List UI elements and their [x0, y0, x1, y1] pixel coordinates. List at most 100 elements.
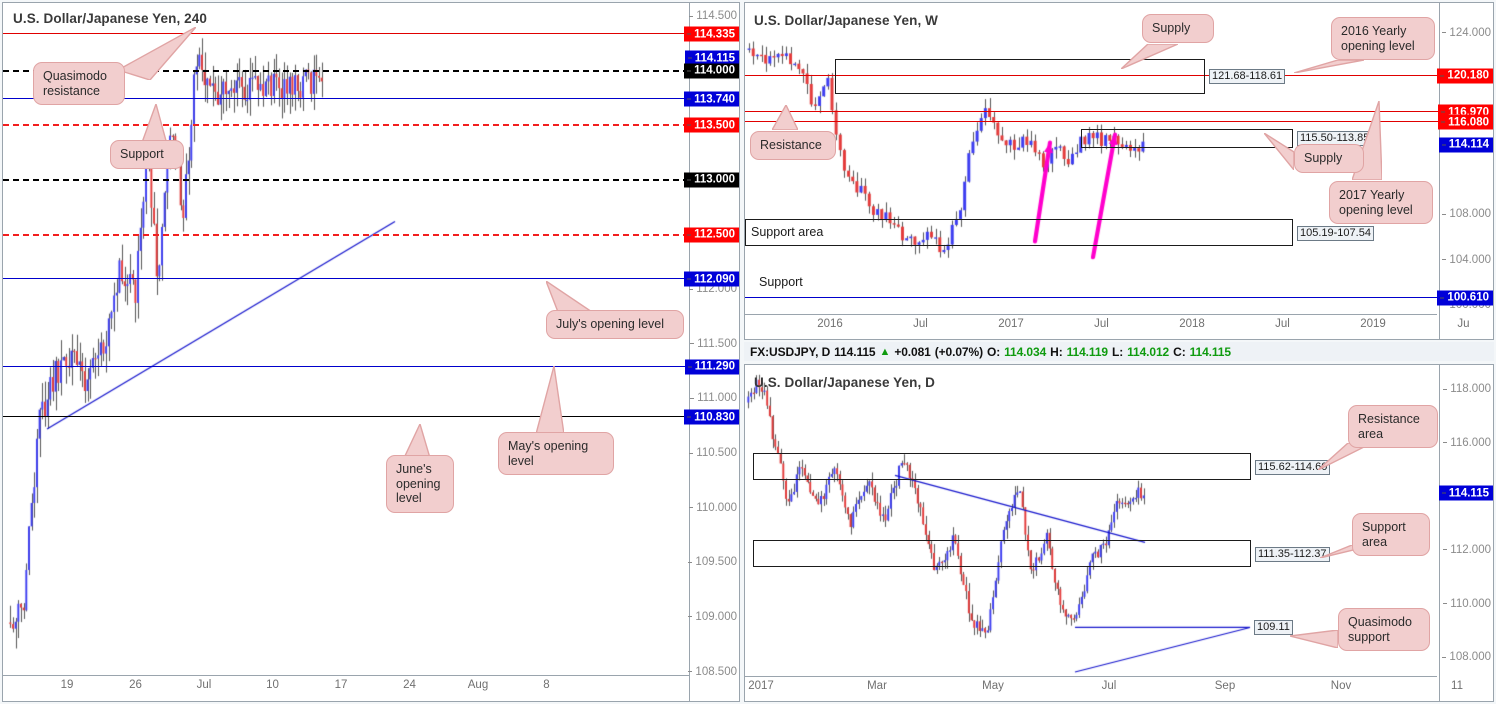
daily-xtick-2017: 2017 [748, 680, 774, 692]
weekly-plot-area[interactable]: 121.68-118.61 115.50-113.85 105.19-107.54 S… [745, 3, 1493, 339]
h4-price-label-114.115[interactable]: 114.115 [684, 50, 739, 66]
callout-pointer [404, 424, 430, 458]
daily-chart-title: U.S. Dollar/Japanese Yen, D [754, 375, 936, 390]
status-close-label: C: [1173, 344, 1186, 359]
daily-zone-111.35-112.37 [753, 540, 1251, 568]
weekly-callout-supply: Supply [1142, 14, 1214, 43]
weekly-zone-105.19-107.54 [745, 219, 1293, 246]
daily-xtick-Mar: Mar [867, 680, 887, 692]
daily-ytick-110.000: 110.000 [1443, 598, 1491, 610]
daily-price-label-114.115[interactable]: 114.115 [1438, 485, 1493, 501]
h4-chart-title: U.S. Dollar/Japanese Yen, 240 [13, 11, 208, 26]
weekly-xtick-2019: 2019 [1360, 318, 1386, 330]
daily-callout-resistance: Resistance area [1348, 405, 1438, 448]
h4-level-113.000 [3, 178, 689, 181]
quote-status-bar: FX:USDJPY, D 114.115 ▲ +0.081 (+0.07%) O… [744, 342, 1494, 361]
chart-panel-h4[interactable]: U.S. Dollar/Japanese Yen, 240 114.500 112… [2, 2, 740, 702]
h4-price-label-113.500[interactable]: 113.500 [684, 117, 739, 133]
weekly-zone-tag-121.68-118.61: 121.68-118.61 [1209, 69, 1286, 85]
daily-plot-area[interactable]: 115.62-114.60 111.35-112.37 109.11 U.S. Do… [745, 365, 1493, 701]
weekly-price-label-116.080[interactable]: 116.080 [1438, 114, 1493, 130]
weekly-xtick-2016: 2016 [817, 318, 843, 330]
h4-callout-july-s-opening-level: July's opening level [546, 310, 684, 339]
h4-callout-support: Support [110, 140, 184, 169]
h4-level-111.290 [3, 365, 689, 367]
daily-xtick-11: 11 [1451, 680, 1463, 692]
h4-price-label-111.290[interactable]: 111.290 [684, 359, 739, 375]
weekly-ytick-124.000: 124.000 [1442, 27, 1491, 39]
weekly-callout-2016-yearly: 2016 Yearly opening level [1331, 17, 1435, 60]
callout-pointer [546, 281, 592, 312]
weekly-support-text: Support [759, 275, 803, 290]
up-triangle-icon: ▲ [879, 345, 891, 358]
h4-ytick-110.000: 110.000 [689, 502, 737, 514]
h4-ytick-111.500: 111.500 [690, 338, 737, 350]
callout-pointer [536, 366, 564, 434]
weekly-level-116.970 [745, 111, 1439, 113]
weekly-zone-tag-105.19-107.54: 105.19-107.54 [1297, 225, 1374, 241]
weekly-price-axis[interactable]: 124.000108.000104.000100.000120.180116.9… [1437, 3, 1493, 339]
h4-level-110.830 [3, 416, 689, 417]
weekly-callout-2017-yearly: 2017 Yearly opening level [1329, 181, 1433, 224]
h4-ytick-111.000: 111.000 [690, 392, 737, 404]
h4-xtick-26: 26 [129, 679, 142, 691]
h4-ytick-114.500: 114.500 [689, 10, 737, 22]
daily-callout-support: Support area [1352, 513, 1430, 556]
daily-time-axis[interactable]: 2017 Mar May Jul Sep Nov 11 [745, 676, 1463, 701]
h4-xtick-19: 19 [60, 679, 74, 691]
weekly-xtick-Jul: Jul [1275, 318, 1290, 330]
daily-ytick-112.000: 112.000 [1443, 544, 1491, 556]
weekly-ytick-108.000: 108.000 [1442, 208, 1491, 220]
callout-pointer [1290, 630, 1338, 648]
h4-plot-area[interactable]: U.S. Dollar/Japanese Yen, 240 [3, 3, 739, 701]
weekly-time-axis[interactable]: 2016 Jul 2017 Jul 2018 Jul 2019 Ju [745, 314, 1470, 339]
status-open-value: 114.034 [1004, 344, 1047, 359]
daily-ytick-116.000: 116.000 [1443, 437, 1491, 449]
h4-price-label-112.500[interactable]: 112.500 [684, 227, 739, 243]
weekly-level-116.080 [745, 121, 1439, 123]
status-last: 114.115 [834, 344, 876, 359]
weekly-zone-121.68-118.61 [835, 58, 1205, 94]
weekly-zone-115.50-113.85 [1081, 128, 1293, 148]
weekly-xtick-Jul: Jul [913, 318, 928, 330]
h4-price-label-114.000[interactable]: 114.000 [684, 63, 739, 79]
weekly-callout-supply: Supply [1294, 144, 1364, 173]
h4-xtick-10: 10 [266, 679, 279, 691]
daily-zone-115.62-114.60 [753, 452, 1251, 481]
daily-xtick-Nov: Nov [1330, 680, 1352, 692]
weekly-xtick-Jul: Jul [1094, 318, 1109, 330]
weekly-xtick-2018: 2018 [1179, 318, 1205, 330]
h4-price-axis[interactable]: 114.500 112.000 111.500 111.000 110.500 110.0… [684, 3, 739, 701]
h4-xtick-17: 17 [334, 679, 348, 691]
daily-ytick-118.000: 118.000 [1443, 383, 1491, 395]
h4-time-axis[interactable]: 19 26 Jul 10 17 24 Aug 8 [3, 675, 689, 701]
callout-pointer [1121, 44, 1178, 69]
status-change: +0.081 [894, 344, 931, 359]
weekly-level-120.180 [745, 74, 1439, 76]
h4-ytick-110.500: 110.500 [689, 447, 737, 459]
h4-ytick-108.500: 108.500 [688, 666, 737, 678]
status-symbol: FX:USDJPY, D [750, 344, 831, 359]
daily-xtick-Sep: Sep [1214, 680, 1236, 692]
h4-price-label-112.090[interactable]: 112.090 [684, 271, 739, 287]
weekly-price-label-100.610[interactable]: 100.610 [1437, 290, 1493, 306]
status-low-value: 114.012 [1127, 344, 1170, 359]
daily-qm-tag-109.11: 109.11 [1254, 620, 1293, 636]
h4-price-label-113.740[interactable]: 113.740 [684, 91, 739, 107]
status-close-value: 114.115 [1189, 344, 1231, 359]
h4-price-label-114.335[interactable]: 114.335 [684, 26, 739, 42]
daily-price-axis[interactable]: 118.000 116.000 112.000 110.000 108.000 114.1… [1438, 365, 1493, 701]
h4-price-label-110.830[interactable]: 110.830 [684, 409, 739, 425]
h4-xtick-Aug: Aug [467, 679, 489, 691]
h4-ytick-109.000: 109.000 [688, 611, 737, 623]
daily-ytick-108.000: 108.000 [1442, 651, 1491, 663]
weekly-price-label-120.180[interactable]: 120.180 [1437, 68, 1493, 84]
h4-price-label-113.000[interactable]: 113.000 [684, 172, 739, 188]
weekly-price-label-114.114[interactable]: 114.114 [1438, 137, 1493, 153]
status-low-label: L: [1111, 344, 1124, 359]
status-high-value: 114.119 [1066, 344, 1108, 359]
h4-callout-june-s: June's opening level [386, 455, 454, 513]
weekly-ytick-104.000: 104.000 [1442, 254, 1491, 266]
status-high-label: H: [1050, 344, 1063, 359]
daily-xtick-Jul: Jul [1101, 680, 1117, 692]
